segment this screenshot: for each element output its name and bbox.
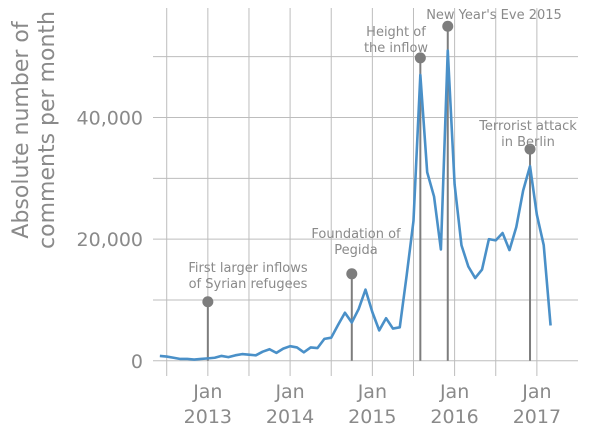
- x-tick-year-2014-01: 2014: [266, 406, 314, 428]
- annotation-label-2-line-2: Pegida: [334, 243, 377, 258]
- series-group: [159, 49, 552, 361]
- x-tick-year-2016-01: 2016: [430, 406, 478, 428]
- x-axis-ticks: Jan 2013 Jan 2014 Jan 2015 Jan 2016 Jan 2017: [184, 381, 561, 428]
- annotation-marker-3: [414, 52, 426, 64]
- x-tick-year-2015-01: 2015: [348, 406, 396, 428]
- y-tick-label-20000: 20,000: [77, 229, 143, 251]
- annotation-label-2-line-1: Foundation of: [311, 227, 401, 242]
- grid: [153, 8, 578, 376]
- x-tick-month-2017-01: Jan: [521, 381, 551, 403]
- annotation-label-1-line-1: First larger inflows: [188, 261, 308, 276]
- annotation-label-3-line-2: the inflow: [364, 41, 428, 56]
- y-axis-label-line-2: comments per month: [35, 11, 60, 249]
- annotation-label-5-line-1: Terrorist attack: [478, 119, 577, 134]
- annotation-label-4-line-1: New Year's Eve 2015: [426, 8, 562, 23]
- annotation-markers: [202, 20, 536, 308]
- annotation-stems: [206, 26, 532, 361]
- y-axis-label: Absolute number of comments per month: [9, 11, 60, 249]
- x-tick-year-2013-01: 2013: [184, 406, 232, 428]
- y-axis-label-line-1: Absolute number of: [9, 20, 34, 238]
- annotation-marker-2: [346, 268, 358, 280]
- x-tick-month-2013-01: Jan: [192, 381, 222, 403]
- annotation-marker-5: [524, 143, 536, 155]
- annotation-label-1-line-2: of Syrian refugees: [189, 277, 308, 292]
- y-tick-label-40000: 40,000: [77, 107, 143, 129]
- x-tick-month-2016-01: Jan: [439, 381, 469, 403]
- annotation-label-3-line-1: Height of: [366, 25, 426, 40]
- annotation-label-5-line-2: in Berlin: [501, 135, 555, 150]
- y-axis-ticks: 0 20,000 40,000: [77, 107, 143, 372]
- x-tick-year-2017-01: 2017: [513, 406, 561, 428]
- series-line-1: [159, 49, 552, 361]
- x-tick-month-2014-01: Jan: [274, 381, 304, 403]
- annotation-marker-4: [442, 20, 454, 32]
- x-tick-month-2015-01: Jan: [357, 381, 387, 403]
- annotation-marker-1: [202, 296, 214, 308]
- y-tick-label-0: 0: [131, 351, 143, 373]
